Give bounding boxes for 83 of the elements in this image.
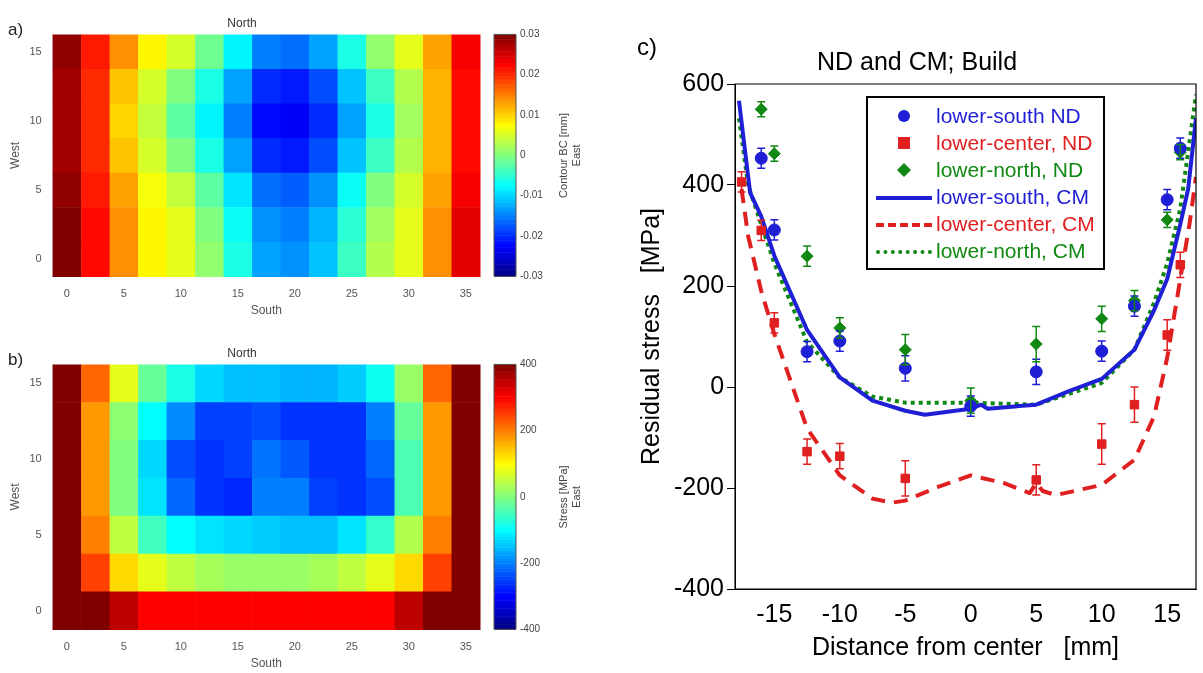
point: [900, 473, 911, 484]
point: [769, 318, 780, 328]
color-bar-label: 0: [520, 490, 526, 502]
color-bar-label: -0.03: [520, 270, 544, 282]
point: [1095, 344, 1109, 358]
legend-label: lower-center, CM: [936, 211, 1095, 237]
y-tick-label: 0: [35, 252, 42, 265]
x-tick-label: -5: [894, 598, 917, 627]
color-bar-title: Stress [MPa]: [557, 465, 570, 529]
text: a): [8, 20, 24, 40]
point: [1175, 260, 1186, 270]
x-tick-label: 35: [459, 287, 472, 300]
x-tick-label: 5: [120, 287, 127, 300]
legend-label: lower-south, CM: [936, 184, 1089, 210]
text: East: [570, 144, 583, 167]
x-tick-label: 10: [1087, 598, 1116, 627]
point: [835, 451, 845, 461]
legend-label: lower-center, ND: [936, 130, 1093, 156]
point: [898, 343, 912, 357]
text: c): [637, 32, 657, 60]
color-bar-label: -0.02: [520, 229, 544, 241]
color-bar-label: 200: [520, 424, 538, 436]
color-bar-title: Contour BC [mm]: [557, 112, 570, 198]
x-tick-label: 30: [402, 640, 415, 653]
text: East: [570, 485, 583, 508]
x-tick-label: 35: [459, 640, 472, 653]
x-axis-title: Distance from center [mm]: [812, 631, 1120, 660]
y-tick-label: 15: [29, 44, 42, 57]
point: [1095, 312, 1109, 326]
x-tick-label: 15: [1153, 598, 1182, 627]
y-axis-title: West: [7, 482, 22, 511]
x-tick-label: 5: [120, 640, 127, 653]
x-tick-label: 0: [63, 640, 70, 653]
x-tick-label: 0: [963, 598, 978, 627]
chart-title: North: [227, 345, 257, 360]
point: [1096, 439, 1107, 449]
text: b): [8, 350, 24, 370]
y-tick-label: 200: [682, 269, 725, 298]
color-bar-label: 0.01: [520, 108, 540, 120]
color-bar-label: -200: [520, 556, 541, 568]
point: [802, 446, 812, 457]
x-axis-title: South: [250, 656, 282, 671]
point: [1129, 399, 1140, 410]
y-axis-title: West: [7, 141, 22, 169]
color-bar-label: 400: [520, 358, 538, 370]
x-tick-label: 20: [288, 287, 301, 300]
color-bar-label: 0.02: [520, 68, 540, 80]
chart-title: ND and CM; Build: [816, 46, 1018, 75]
x-tick-label: 25: [345, 287, 358, 300]
x-tick-label: 5: [1029, 598, 1044, 627]
y-tick-label: 10: [29, 452, 42, 465]
y-tick-label: 400: [682, 168, 725, 197]
color-bar-label: -400: [520, 623, 541, 635]
y-tick-label: 5: [35, 183, 42, 195]
x-tick-label: -15: [756, 598, 793, 627]
x-tick-label: 30: [402, 287, 415, 300]
y-axis-title: Residual stress [MPa]: [635, 207, 664, 466]
legend-label: lower-north, ND: [936, 157, 1084, 183]
x-tick-label: 10: [174, 640, 187, 653]
x-tick-label: 20: [288, 640, 301, 653]
point: [736, 177, 747, 187]
x-tick-label: 0: [63, 287, 70, 300]
color-bar-label: 0: [520, 149, 526, 161]
y-tick-label: 0: [710, 370, 725, 399]
x-tick-label: 15: [231, 287, 244, 300]
y-tick-label: -200: [673, 471, 725, 500]
chart-title: North: [227, 15, 257, 30]
legend-label: lower-north, CM: [936, 238, 1086, 264]
color-bar-label: 0.03: [520, 28, 540, 40]
point: [767, 223, 781, 237]
x-axis-title: South: [250, 303, 282, 318]
y-tick-label: 5: [35, 527, 42, 540]
legend-label: lower-south ND: [936, 103, 1081, 129]
x-tick-label: 25: [345, 640, 358, 653]
x-tick-label: 15: [231, 640, 244, 653]
x-tick-label: -10: [821, 598, 858, 627]
color-bar-label: -0.01: [520, 189, 544, 201]
x-tick-label: 10: [174, 287, 187, 300]
y-tick-label: -400: [673, 572, 725, 601]
y-tick-label: 15: [29, 376, 42, 389]
y-tick-label: 10: [29, 113, 42, 126]
point: [1031, 475, 1041, 485]
y-tick-label: 600: [682, 67, 725, 96]
